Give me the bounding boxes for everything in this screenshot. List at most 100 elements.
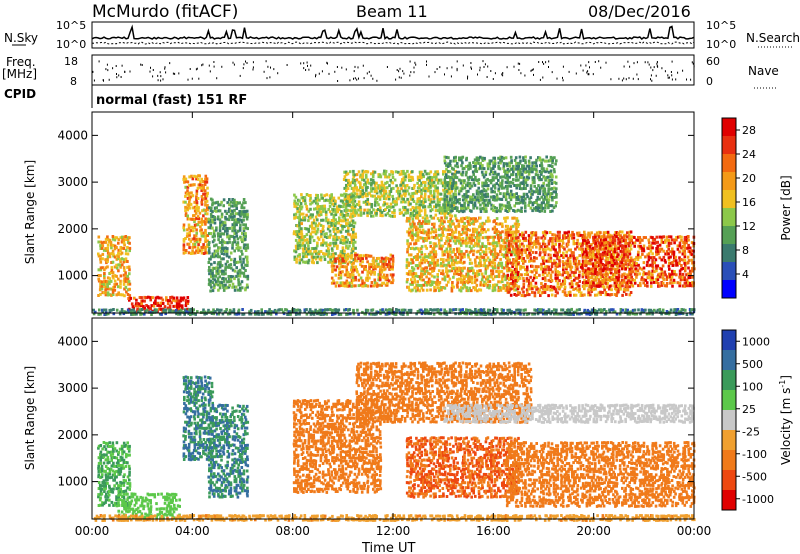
range-cell — [194, 234, 198, 238]
range-cell — [296, 224, 299, 228]
range-cell — [452, 248, 456, 251]
range-cell — [242, 274, 246, 278]
range-cell — [470, 266, 474, 270]
range-cell — [334, 257, 337, 261]
range-cell — [486, 238, 490, 242]
range-cell — [294, 250, 298, 254]
range-cell — [518, 155, 522, 159]
range-cell — [115, 263, 118, 267]
range-cell — [550, 293, 554, 297]
range-cell — [120, 257, 124, 261]
range-cell — [204, 251, 207, 255]
range-cell — [217, 272, 220, 275]
freq-mark — [409, 60, 411, 63]
range-cell — [202, 231, 206, 235]
range-cell — [220, 249, 223, 253]
range-cell — [236, 229, 240, 233]
range-cell — [437, 228, 441, 232]
range-cell — [303, 227, 307, 230]
range-cell — [101, 266, 104, 270]
range-cell — [204, 212, 207, 216]
freq-mark — [315, 73, 317, 76]
range-cell — [478, 239, 481, 243]
range-cell — [211, 220, 215, 224]
freq-mark — [598, 60, 600, 63]
range-cell — [529, 184, 533, 188]
range-cell — [214, 274, 218, 278]
range-cell — [198, 237, 202, 241]
freq-mark — [562, 79, 564, 82]
range-cell — [207, 278, 211, 282]
range-cell — [99, 274, 102, 278]
range-cell — [231, 223, 235, 227]
range-cell — [538, 288, 542, 292]
range-cell — [225, 212, 229, 215]
range-cell — [206, 203, 209, 207]
cpid-label: CPID — [4, 87, 36, 101]
range-cell — [236, 201, 240, 205]
freq-mark — [446, 67, 448, 70]
range-cell — [211, 201, 215, 205]
range-cell — [550, 182, 554, 185]
range-cell — [296, 247, 300, 251]
range-cell — [484, 253, 488, 257]
range-cell — [186, 296, 190, 299]
range-cell — [293, 258, 297, 261]
range-cell — [507, 241, 511, 245]
range-cell — [445, 247, 449, 251]
range-cell — [475, 206, 479, 210]
range-cell — [231, 198, 234, 201]
range-cell — [195, 195, 198, 199]
range-cell — [388, 192, 391, 196]
range-cell — [421, 288, 425, 292]
range-cell — [298, 229, 301, 233]
freq-mark — [305, 69, 307, 71]
range-cell — [337, 254, 341, 258]
range-cell — [512, 170, 515, 174]
freq-mark — [623, 65, 625, 68]
range-cell — [134, 304, 138, 308]
range-cell — [425, 172, 428, 176]
noise-panel: N.Sky 10^5 10^0 10^5 10^0 N.Search — [4, 19, 800, 51]
range-cell — [393, 208, 396, 212]
range-cell — [318, 250, 321, 254]
range-cell — [316, 227, 320, 231]
range-cell — [228, 198, 231, 201]
range-cell — [235, 246, 238, 250]
range-cell — [329, 241, 332, 245]
range-cell — [451, 172, 454, 176]
range-cell — [608, 287, 611, 291]
range-cell — [300, 222, 303, 226]
freq-mark — [213, 65, 215, 68]
range-cell — [188, 233, 191, 237]
range-cell — [601, 291, 604, 294]
range-cell — [177, 299, 180, 303]
range-cell — [210, 285, 213, 289]
range-cell — [314, 224, 318, 228]
range-cell — [394, 170, 398, 174]
range-cell — [307, 209, 311, 213]
range-cell — [196, 246, 200, 250]
range-cell — [354, 232, 357, 236]
noise-right-tick-bottom: 10^0 — [706, 38, 736, 51]
range-cell — [412, 267, 416, 271]
range-cell — [305, 260, 309, 264]
range-cell — [154, 296, 158, 300]
freq-mark — [690, 78, 692, 81]
range-cell — [316, 255, 320, 259]
range-cell — [486, 216, 490, 220]
range-cell — [210, 275, 213, 278]
range-cell — [602, 231, 606, 235]
freq-mark — [456, 67, 458, 70]
range-cell — [126, 238, 130, 241]
range-cell — [231, 209, 234, 213]
freq-mark — [152, 75, 154, 78]
range-cell — [215, 228, 218, 232]
range-cell — [147, 295, 150, 299]
freq-mark — [265, 60, 267, 63]
range-cell — [366, 198, 369, 201]
range-cell — [182, 226, 185, 230]
range-cell — [157, 296, 161, 300]
range-cell — [310, 221, 314, 225]
range-cell — [484, 230, 487, 234]
